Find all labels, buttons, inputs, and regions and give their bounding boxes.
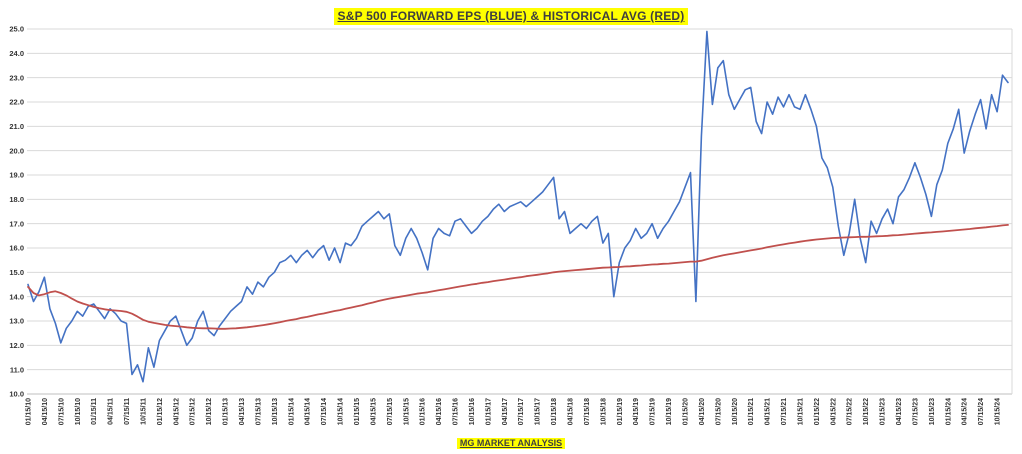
x-axis-tick-label: 01/15/17 bbox=[485, 398, 492, 425]
x-axis-tick-label: 04/15/13 bbox=[239, 398, 246, 425]
x-axis-tick-label: 01/15/23 bbox=[880, 398, 887, 425]
x-axis-tick-label: 01/15/14 bbox=[288, 398, 295, 425]
chart-footer: MG MARKET ANALYSIS bbox=[0, 433, 1022, 451]
x-axis-tick-label: 01/15/19 bbox=[617, 398, 624, 425]
x-axis-tick-label: 01/15/13 bbox=[223, 398, 230, 425]
x-axis-tick-label: 04/15/17 bbox=[502, 398, 509, 425]
x-axis-tick-label: 10/15/10 bbox=[75, 398, 82, 425]
x-axis-tick-label: 01/15/20 bbox=[682, 398, 689, 425]
x-axis-tick-label: 01/15/15 bbox=[354, 398, 361, 425]
x-axis-tick-label: 01/15/24 bbox=[945, 398, 952, 425]
y-axis-tick-label: 17.0 bbox=[9, 219, 24, 228]
x-axis-tick-label: 07/15/22 bbox=[847, 398, 854, 425]
y-axis-tick-label: 25.0 bbox=[9, 25, 24, 34]
x-axis-tick-label: 04/15/11 bbox=[108, 398, 115, 425]
x-axis-tick-label: 01/15/18 bbox=[551, 398, 558, 425]
x-axis-tick-label: 10/15/15 bbox=[403, 398, 410, 425]
x-axis-tick-label: 07/15/13 bbox=[255, 398, 262, 425]
x-axis-tick-label: 10/15/23 bbox=[929, 398, 936, 425]
x-axis-tick-label: 10/15/19 bbox=[666, 398, 673, 425]
x-axis-tick-label: 01/15/21 bbox=[748, 398, 755, 425]
y-axis-tick-label: 16.0 bbox=[9, 244, 24, 253]
forward-eps-line bbox=[27, 30, 1009, 383]
y-axis-tick-label: 21.0 bbox=[9, 122, 24, 131]
x-axis-tick-label: 07/15/17 bbox=[518, 398, 525, 425]
x-axis-tick-label: 10/15/24 bbox=[995, 398, 1002, 425]
x-axis-tick-label: 10/15/14 bbox=[338, 398, 345, 425]
x-axis-tick-label: 01/15/11 bbox=[91, 398, 98, 425]
y-axis-tick-label: 23.0 bbox=[9, 73, 24, 82]
x-axis-tick-label: 04/15/19 bbox=[633, 398, 640, 425]
y-axis-tick-label: 13.0 bbox=[9, 317, 24, 326]
x-axis-tick-label: 04/15/15 bbox=[370, 398, 377, 425]
x-axis-tick-label: 07/15/16 bbox=[453, 398, 460, 425]
x-axis-tick-label: 01/15/12 bbox=[157, 398, 164, 425]
y-axis-tick-label: 11.0 bbox=[10, 365, 24, 374]
x-axis-tick-label: 07/15/18 bbox=[584, 398, 591, 425]
y-axis-tick-label: 15.0 bbox=[9, 268, 24, 277]
x-axis-tick-label: 10/15/17 bbox=[535, 398, 542, 425]
x-axis-tick-label: 04/15/22 bbox=[830, 398, 837, 425]
x-axis-tick-label: 04/15/14 bbox=[305, 398, 312, 425]
y-axis-tick-label: 14.0 bbox=[9, 292, 24, 301]
x-axis-tick-label: 10/15/20 bbox=[732, 398, 739, 425]
chart-title-text: S&P 500 FORWARD EPS (BLUE) & HISTORICAL … bbox=[333, 8, 689, 25]
x-axis-tick-label: 10/15/21 bbox=[797, 398, 804, 425]
x-axis-tick-label: 10/15/16 bbox=[469, 398, 476, 425]
x-axis-tick-label: 07/15/10 bbox=[58, 398, 65, 425]
y-axis-tick-label: 20.0 bbox=[9, 146, 24, 155]
x-axis-tick-label: 01/15/16 bbox=[420, 398, 427, 425]
x-axis-tick-label: 10/15/11 bbox=[140, 398, 147, 425]
x-axis-tick-label: 04/15/21 bbox=[765, 398, 772, 425]
y-axis-tick-label: 24.0 bbox=[9, 49, 24, 58]
x-axis-tick-label: 07/15/14 bbox=[321, 398, 328, 425]
x-axis-tick-label: 04/15/12 bbox=[173, 398, 180, 425]
x-axis-tick-label: 07/15/15 bbox=[387, 398, 394, 425]
x-axis-tick-label: 07/15/11 bbox=[124, 398, 131, 425]
x-axis-tick-label: 10/15/22 bbox=[863, 398, 870, 425]
x-axis-tick-label: 04/15/18 bbox=[568, 398, 575, 425]
chart-title: S&P 500 FORWARD EPS (BLUE) & HISTORICAL … bbox=[0, 7, 1022, 25]
y-axis-tick-label: 10.0 bbox=[9, 390, 24, 399]
x-axis-tick-label: 07/15/19 bbox=[650, 398, 657, 425]
x-axis-tick-label: 04/15/23 bbox=[896, 398, 903, 425]
x-axis-tick-label: 04/15/10 bbox=[42, 398, 49, 425]
y-axis-tick-label: 19.0 bbox=[9, 171, 24, 180]
x-axis-tick-label: 07/15/24 bbox=[978, 398, 985, 425]
x-axis-tick-label: 04/15/20 bbox=[699, 398, 706, 425]
x-axis-tick-label: 07/15/21 bbox=[781, 398, 788, 425]
y-axis-tick-label: 22.0 bbox=[9, 98, 24, 107]
y-axis-tick-label: 18.0 bbox=[9, 195, 24, 204]
x-axis-tick-label: 07/15/23 bbox=[912, 398, 919, 425]
y-axis-tick-label: 12.0 bbox=[9, 341, 24, 350]
x-axis-tick-label: 04/15/24 bbox=[962, 398, 969, 425]
x-axis-tick-label: 01/15/10 bbox=[26, 398, 33, 425]
x-axis-tick-label: 10/15/18 bbox=[600, 398, 607, 425]
x-axis-tick-label: 07/15/20 bbox=[715, 398, 722, 425]
chart-footer-text: MG MARKET ANALYSIS bbox=[456, 438, 566, 449]
x-axis-tick-label: 10/15/13 bbox=[272, 398, 279, 425]
x-axis-tick-label: 01/15/22 bbox=[814, 398, 821, 425]
x-axis-tick-label: 04/15/16 bbox=[436, 398, 443, 425]
x-axis-tick-label: 07/15/12 bbox=[190, 398, 197, 425]
historical-avg-line bbox=[27, 223, 1009, 330]
x-axis-tick-label: 10/15/12 bbox=[206, 398, 213, 425]
